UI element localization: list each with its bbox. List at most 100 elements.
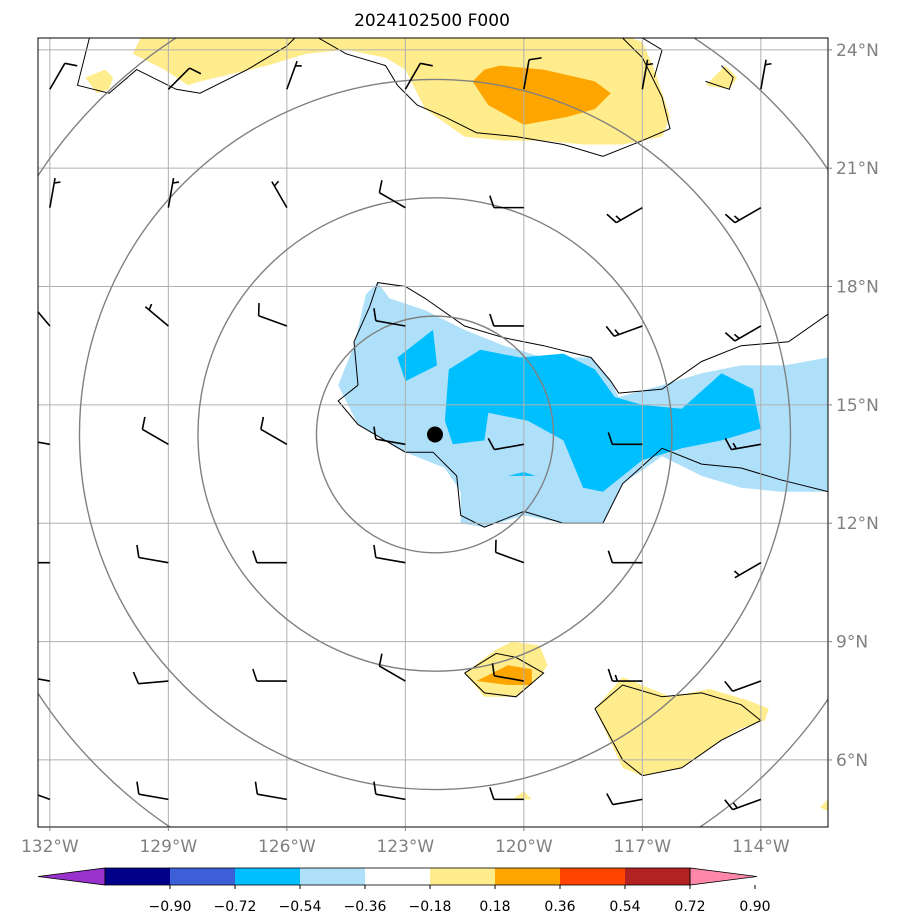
wind-barb <box>733 561 762 579</box>
wind-barb <box>49 62 78 90</box>
barb-feather <box>189 67 202 75</box>
barb-half-feather <box>733 570 740 576</box>
barb-feather <box>136 544 140 558</box>
colorbar-tick-label: 0.54 <box>609 899 640 915</box>
wind-barb <box>607 550 643 564</box>
wind-barb <box>260 416 288 446</box>
colorbar-frame <box>104 867 691 886</box>
wind-barb <box>132 671 169 685</box>
barb-feather <box>491 663 496 676</box>
barb-staff <box>49 177 56 208</box>
barb-staff <box>404 62 422 90</box>
longitude-tick-label: 114°W <box>732 837 790 857</box>
wind-barb <box>378 653 406 682</box>
barb-staff <box>494 443 524 451</box>
barb-staff <box>641 59 649 90</box>
colorbar-tick-label: −0.72 <box>214 899 257 915</box>
wind-barb <box>724 206 762 224</box>
wind-barb <box>489 313 524 327</box>
wind-barb <box>487 438 524 451</box>
latitude-tick-label: 15°N <box>836 396 879 416</box>
shaded-region <box>508 472 536 476</box>
wind-barb <box>724 438 761 451</box>
latitude-tick-label: 6°N <box>836 751 868 771</box>
barb-feather <box>724 213 736 224</box>
barb-feather <box>260 416 265 430</box>
latitude-tick-label: 24°N <box>836 41 879 61</box>
barb-half-feather <box>733 215 740 221</box>
storm-center-marker <box>426 426 443 443</box>
barb-feather <box>607 668 614 682</box>
colorbar-segment <box>560 868 625 885</box>
barb-feather <box>606 213 617 224</box>
barb-feather <box>373 426 377 440</box>
barb-feather <box>254 781 259 795</box>
barb-feather <box>18 427 20 440</box>
wind-barb <box>724 798 762 811</box>
barb-staff <box>38 310 51 327</box>
barb-feather <box>489 313 495 327</box>
barb-staff <box>612 798 643 806</box>
barb-half-feather <box>765 62 772 66</box>
barb-half-feather <box>148 303 153 311</box>
longitude-tick-label: 129°W <box>139 837 197 857</box>
barb-half-feather <box>646 62 654 66</box>
map-frame <box>37 37 829 828</box>
barb-staff <box>138 680 169 685</box>
wind-barb <box>641 59 654 90</box>
longitude-tick-label: 126°W <box>258 837 316 857</box>
barb-half-feather <box>614 329 620 336</box>
barb-feather <box>136 781 140 795</box>
longitude-ticks: 132°W 129°W 126°W 123°W 120°W 117°W 114°W <box>21 827 790 857</box>
wind-barb <box>136 544 169 564</box>
colorbar-extend-min <box>37 867 106 886</box>
colorbar: −0.90 −0.72 −0.54 −0.36 −0.18 0.18 0.36 0.54 0.7… <box>37 867 771 915</box>
barb-staff <box>141 428 169 446</box>
latitude-tick-label: 21°N <box>836 159 879 179</box>
barb-half-feather <box>273 180 280 187</box>
shaded-region <box>512 791 532 800</box>
contour-line <box>318 38 671 157</box>
wind-barb <box>167 177 180 208</box>
barb-feather <box>606 793 614 805</box>
wind-barb <box>373 426 406 446</box>
barb-staff <box>734 325 762 342</box>
longitude-tick-label: 132°W <box>21 837 79 857</box>
colorbar-tick-label: 0.18 <box>479 899 510 915</box>
wind-barb <box>606 206 643 224</box>
barb-staff <box>760 59 767 90</box>
range-ring <box>78 78 792 791</box>
barb-feather <box>141 416 146 430</box>
barb-staff <box>375 793 406 801</box>
barb-staff <box>378 665 406 682</box>
latitude-tick-label: 12°N <box>836 514 879 534</box>
wind-barb <box>144 303 169 327</box>
barb-feather <box>373 544 377 558</box>
barb-staff <box>734 206 762 224</box>
wind-barb <box>38 310 51 327</box>
contour-line <box>705 65 734 90</box>
shaded-region <box>705 65 738 90</box>
wind-barbs <box>18 57 772 811</box>
barb-staff <box>375 556 406 564</box>
contour-line <box>464 652 545 698</box>
wind-barb <box>373 308 406 327</box>
barb-feather <box>378 180 383 193</box>
wind-barb <box>254 781 287 801</box>
barb-feather <box>724 799 734 811</box>
barb-staff <box>732 680 762 693</box>
colorbar-segment <box>365 868 430 885</box>
wind-barb <box>141 416 169 446</box>
barb-staff <box>38 441 50 446</box>
barb-feather <box>605 325 615 337</box>
barb-feather <box>252 550 258 563</box>
barb-feather <box>489 195 495 208</box>
barb-staff <box>49 62 66 90</box>
barb-half-feather <box>732 802 738 809</box>
latitude-tick-label: 18°N <box>836 278 879 298</box>
barb-feather <box>373 781 377 795</box>
barb-feather <box>132 671 140 684</box>
barb-staff <box>378 191 406 209</box>
colorbar-tick-label: 0.90 <box>739 899 770 915</box>
colorbar-segment <box>105 868 170 885</box>
